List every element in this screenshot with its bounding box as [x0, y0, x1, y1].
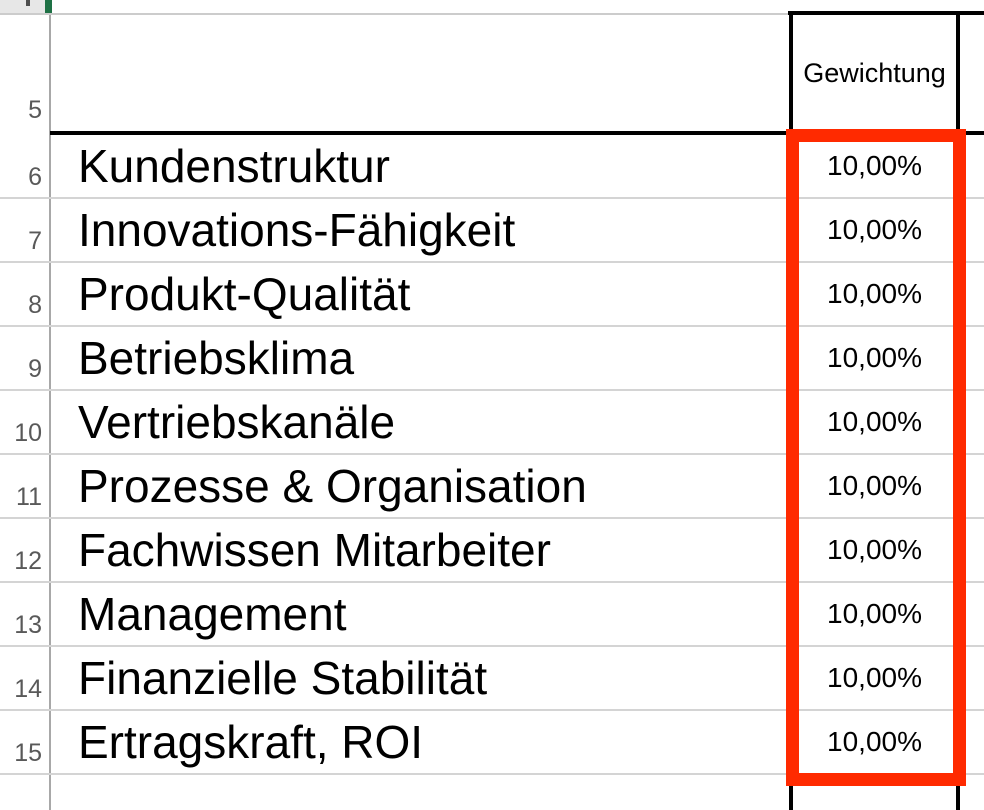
spreadsheet-row-14: 14 Finanzielle Stabilität 10,00%	[0, 647, 984, 711]
row-header-13[interactable]: 13	[14, 611, 42, 639]
weight-cell[interactable]: 10,00%	[827, 726, 922, 757]
weight-cell[interactable]: 10,00%	[827, 406, 922, 437]
row-header-6[interactable]: 6	[28, 163, 42, 191]
row-4-header-partial[interactable]	[0, 0, 46, 13]
weight-cell[interactable]: 10,00%	[827, 662, 922, 693]
row-header-8[interactable]: 8	[28, 291, 42, 319]
weight-cell[interactable]: 10,00%	[827, 214, 922, 245]
spreadsheet-row-11: 11 Prozesse & Organisation 10,00%	[0, 455, 984, 519]
criterion-cell[interactable]: Fachwissen Mitarbeiter	[78, 524, 551, 576]
criterion-cell[interactable]: Prozesse & Organisation	[78, 460, 587, 512]
row-header-14[interactable]: 14	[14, 675, 42, 703]
criterion-cell[interactable]: Produkt-Qualität	[78, 268, 411, 320]
gutter-divider-line	[49, 13, 51, 810]
criterion-cell[interactable]: Ertragskraft, ROI	[78, 716, 424, 768]
spreadsheet-row-6: 6 Kundenstruktur 10,00%	[0, 135, 984, 199]
weight-cell[interactable]: 10,00%	[827, 470, 922, 501]
weight-cell[interactable]: 10,00%	[827, 150, 922, 181]
spreadsheet-row-7: 7 Innovations-Fähigkeit 10,00%	[0, 199, 984, 263]
criterion-cell[interactable]: Kundenstruktur	[78, 140, 390, 192]
spreadsheet-row-10: 10 Vertriebskanäle 10,00%	[0, 391, 984, 455]
spreadsheet-row-15: 15 Ertragskraft, ROI 10,00%	[0, 711, 984, 775]
row16-cell-right-border	[956, 786, 960, 810]
header-cell-top-border	[788, 11, 984, 15]
rows-container: 6 Kundenstruktur 10,00% 7 Innovations-Fä…	[0, 135, 984, 775]
weight-cell[interactable]: 10,00%	[827, 598, 922, 629]
spreadsheet-row-13: 13 Management 10,00%	[0, 583, 984, 647]
header-row-bottom-border	[50, 131, 984, 135]
header-cell-right-border	[956, 11, 960, 135]
criterion-cell[interactable]: Innovations-Fähigkeit	[78, 204, 516, 256]
criterion-cell[interactable]: Vertriebskanäle	[78, 396, 396, 448]
weight-cell[interactable]: 10,00%	[827, 534, 922, 565]
header-cell-left-border	[789, 11, 793, 135]
header-row: 5 Gewichtung	[0, 13, 984, 131]
gridline-row4-row5	[0, 13, 790, 15]
row-header-9[interactable]: 9	[28, 355, 42, 383]
weight-column-header[interactable]: Gewichtung	[803, 57, 946, 88]
row-4-number-partial	[26, 0, 30, 6]
criterion-cell[interactable]: Management	[78, 588, 347, 640]
row-header-10[interactable]: 10	[14, 419, 42, 447]
spreadsheet-row-9: 9 Betriebsklima 10,00%	[0, 327, 984, 391]
row-header-12[interactable]: 12	[14, 547, 42, 575]
row-header-11[interactable]: 11	[16, 483, 42, 511]
row16-cell-left-border	[789, 786, 793, 810]
weight-cell[interactable]: 10,00%	[827, 342, 922, 373]
spreadsheet-row-12: 12 Fachwissen Mitarbeiter 10,00%	[0, 519, 984, 583]
criterion-cell[interactable]: Betriebsklima	[78, 332, 355, 384]
selection-indicator	[45, 0, 52, 13]
weight-cell[interactable]: 10,00%	[827, 278, 922, 309]
red-highlight-box[interactable]	[786, 129, 966, 786]
row-header-5[interactable]: 5	[28, 96, 42, 124]
row-header-15[interactable]: 15	[14, 739, 42, 767]
criterion-cell[interactable]: Finanzielle Stabilität	[78, 652, 488, 704]
spreadsheet-row-8: 8 Produkt-Qualität 10,00%	[0, 263, 984, 327]
row-header-7[interactable]: 7	[28, 227, 42, 255]
